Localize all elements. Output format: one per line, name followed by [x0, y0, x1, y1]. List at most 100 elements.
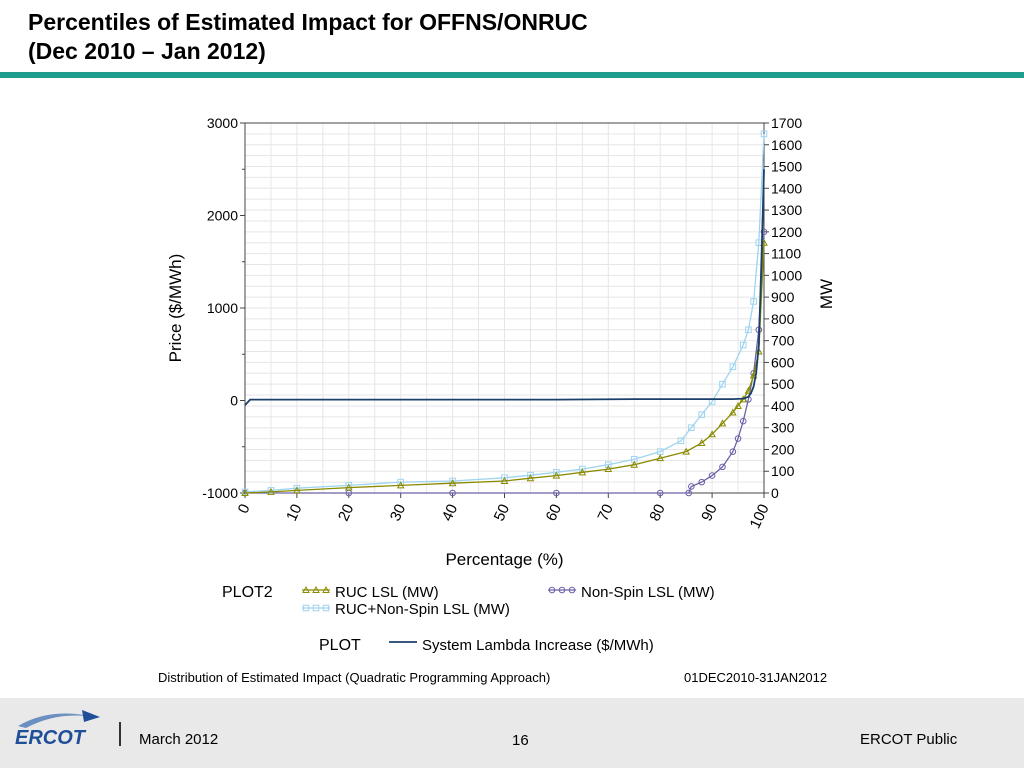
legend-plot-label: PLOT — [319, 637, 361, 654]
series-point-1 — [719, 463, 726, 471]
legend-ruc-sample-marker — [322, 585, 330, 593]
y-right-tick-label: 1400 — [771, 180, 802, 196]
series-point-2 — [760, 130, 768, 138]
page-number: 16 — [512, 732, 529, 749]
legend-ruc-sample-marker — [302, 585, 310, 593]
x-tick-label: 80 — [646, 502, 668, 524]
legend-combined-sample-marker — [322, 604, 330, 612]
series-point-2 — [729, 363, 737, 371]
series-point-1 — [688, 483, 695, 490]
series-point-2 — [745, 326, 752, 334]
y-right-tick-label: 1500 — [771, 159, 802, 175]
svg-text:ERCOT: ERCOT — [15, 727, 87, 749]
series-line-3 — [244, 169, 765, 406]
legend-nonspin-sample-marker — [548, 586, 556, 594]
series-point-0 — [656, 454, 665, 462]
y-right-tick-label: 100 — [771, 463, 795, 479]
series-point-0 — [293, 486, 301, 494]
series-point-1 — [449, 489, 456, 497]
x-tick-label: 40 — [439, 502, 461, 524]
series-point-2 — [750, 298, 757, 305]
legend-ruc-sample-marker — [312, 585, 320, 593]
title-rule — [0, 72, 1024, 78]
series-point-0 — [744, 386, 753, 394]
slide-title-line2: (Dec 2010 – Jan 2012) — [28, 38, 266, 64]
series-point-0 — [734, 401, 742, 409]
series-point-1 — [656, 489, 664, 497]
series-point-0 — [708, 430, 716, 438]
percentile-chart: 3000200010000-10001700160015001400130012… — [166, 115, 836, 654]
series-point-0 — [729, 408, 737, 416]
series-point-0 — [718, 419, 727, 427]
series-point-0 — [344, 483, 353, 491]
y-left-tick-label: 2000 — [207, 208, 238, 224]
series-point-0 — [241, 488, 249, 496]
y-right-tick-label: 0 — [771, 485, 779, 501]
legend-nonspin-sample-marker — [558, 586, 566, 594]
series-point-1 — [734, 435, 742, 442]
y-right-tick-label: 700 — [771, 333, 795, 349]
x-tick-label: 20 — [335, 502, 357, 524]
slide-title-line1: Percentiles of Estimated Impact for OFFN… — [28, 9, 588, 35]
y-right-tick-label: 1600 — [771, 137, 802, 153]
y-left-axis-label: Price ($/MWh) — [166, 254, 185, 363]
x-tick-label: 100 — [747, 502, 773, 532]
series-point-1 — [698, 478, 706, 486]
series-point-2 — [719, 380, 726, 388]
legend-plot2-label: PLOT2 — [222, 584, 273, 601]
legend-combined-label: RUC+Non-Spin LSL (MW) — [335, 601, 510, 618]
series-point-2 — [605, 461, 612, 469]
series-point-1 — [739, 417, 747, 425]
chart-caption: Distribution of Estimated Impact (Quadra… — [158, 670, 551, 685]
x-axis-label: Percentage (%) — [445, 550, 563, 569]
y-right-tick-label: 800 — [771, 311, 795, 327]
series-point-0 — [448, 479, 457, 487]
y-right-axis-label: MW — [817, 279, 836, 309]
series-point-0 — [526, 474, 535, 482]
y-right-tick-label: 1700 — [771, 115, 802, 131]
footer-classification: ERCOT Public — [860, 731, 958, 748]
series-point-0 — [682, 447, 690, 455]
series-point-1 — [553, 489, 560, 497]
series-point-0 — [267, 487, 275, 495]
series-point-0 — [697, 438, 706, 446]
y-right-tick-label: 900 — [771, 289, 795, 305]
series-point-0 — [500, 476, 509, 485]
y-left-tick-label: -1000 — [202, 485, 238, 501]
y-right-tick-label: 1100 — [771, 246, 801, 262]
y-left-tick-label: 0 — [230, 393, 238, 409]
y-right-tick-label: 1200 — [771, 224, 802, 240]
series-point-2 — [739, 341, 747, 349]
y-right-tick-label: 1300 — [771, 202, 802, 218]
y-right-tick-label: 200 — [771, 441, 795, 457]
y-right-tick-label: 1000 — [771, 267, 802, 283]
legend-nonspin-label: Non-Spin LSL (MW) — [581, 584, 715, 601]
y-right-tick-label: 600 — [771, 354, 795, 370]
y-right-tick-label: 300 — [771, 420, 795, 436]
legend-ruc-label: RUC LSL (MW) — [335, 584, 439, 601]
series-point-0 — [578, 468, 587, 476]
x-tick-label: 50 — [491, 502, 513, 524]
y-left-tick-label: 1000 — [207, 300, 238, 316]
series-point-2 — [267, 487, 275, 494]
footer-separator — [119, 722, 121, 746]
series-point-2 — [688, 424, 695, 432]
y-right-tick-label: 500 — [771, 376, 795, 392]
series-point-2 — [698, 411, 706, 418]
series-point-1 — [760, 228, 768, 236]
series-point-1 — [729, 448, 737, 455]
y-left-tick-label: 3000 — [207, 115, 238, 131]
x-tick-label: 70 — [594, 502, 616, 524]
series-point-0 — [552, 471, 561, 479]
y-right-tick-label: 400 — [771, 398, 795, 414]
slide-title: Percentiles of Estimated Impact for OFFN… — [28, 8, 988, 66]
slide-footer: ERCOT March 2012 16 ERCOT Public — [0, 698, 1024, 768]
series-point-2 — [677, 437, 685, 445]
series-point-0 — [604, 465, 613, 473]
series-point-1 — [708, 472, 716, 479]
x-tick-label: 0 — [235, 502, 254, 517]
legend-lambda-label: System Lambda Increase ($/MWh) — [422, 637, 654, 654]
series-point-1 — [685, 489, 693, 497]
ercot-logo: ERCOT — [12, 708, 104, 757]
legend-nonspin-sample-marker — [568, 586, 576, 594]
